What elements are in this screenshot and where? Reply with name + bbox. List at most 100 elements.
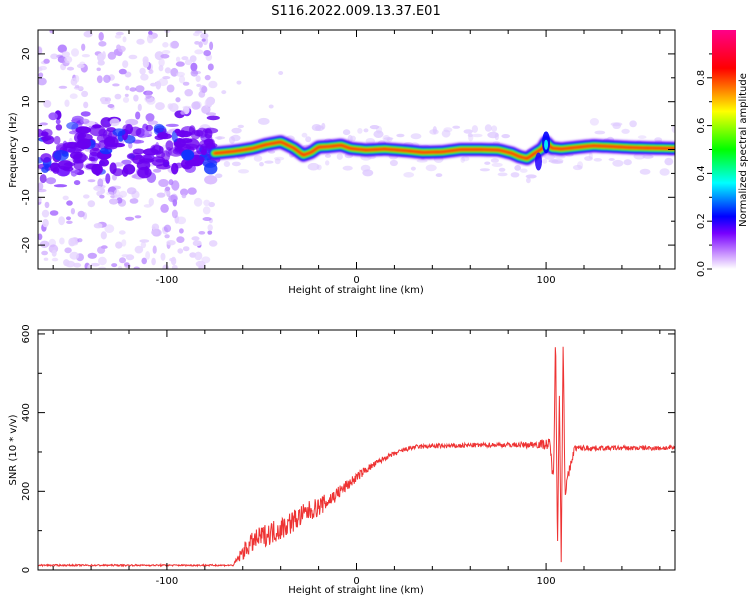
spectrogram-noise-blob — [642, 154, 654, 159]
spectrogram-noise-blob — [362, 169, 374, 177]
spectrogram-noise-blob — [207, 230, 213, 235]
spectrogram-noise-blob — [316, 164, 322, 171]
spectrogram-noise-blob — [142, 59, 149, 68]
spectrogram-noise-blob — [162, 159, 170, 168]
spectrogram-noise-blob — [347, 134, 353, 143]
spectrogram-noise-blob — [520, 168, 528, 173]
spectrogram-noise-blob — [194, 251, 203, 261]
spectrogram-noise-blob — [43, 58, 50, 64]
spectrogram-noise-blob — [126, 187, 137, 195]
spectrogram-noise-blob — [49, 210, 59, 216]
spectrogram-noise-blob — [97, 178, 104, 188]
spectrogram-noise-blob — [112, 83, 120, 87]
spectrogram-noise-blob — [158, 58, 165, 67]
spectrogram-noise-blob — [215, 173, 223, 179]
spectrogram-noise-blob — [41, 250, 48, 256]
spectrogram-noise-blob — [38, 197, 42, 203]
spectrogram-noise-blob — [589, 118, 600, 126]
spectrogram-noise-blob — [38, 233, 43, 241]
y-tick-label: 10 — [21, 95, 32, 108]
spectrogram-noise-blob — [231, 134, 241, 142]
spectrogram-noise-blob — [202, 206, 211, 215]
spectrogram-x-ticks: -100 0 100 — [52, 30, 661, 286]
spectrogram-noise-blob — [76, 63, 85, 69]
spectrogram-noise-blob — [369, 125, 380, 130]
spectrogram-noise-blob — [133, 94, 139, 102]
spectrogram-noise-blob — [118, 230, 126, 235]
spectrogram-noise-blob — [119, 257, 126, 264]
spectrogram-noise-blob — [490, 158, 499, 163]
spectrogram-noise-blob — [111, 263, 118, 268]
y-tick-label: 600 — [21, 324, 32, 343]
spectrogram-noise-blob — [200, 32, 209, 39]
spectrogram-noise-blob — [202, 217, 212, 221]
spectrogram-noise-blob — [193, 197, 203, 207]
spectrogram-noise-blob — [325, 154, 331, 158]
spectrogram-noise-blob — [59, 237, 65, 245]
spectrogram-noise-blob — [181, 149, 195, 161]
spectrogram-noise-blob — [629, 120, 637, 128]
spectrogram-noise-blob — [621, 128, 630, 134]
spectrogram-noise-blob — [201, 38, 206, 42]
spectrogram-noise-blob — [66, 200, 73, 206]
spectrogram-noise-blob — [187, 187, 197, 195]
spectrogram-noise-blob — [181, 56, 189, 61]
colorbar-tick-label: 0.6 — [696, 118, 707, 134]
spectrogram-noise-blob — [44, 201, 50, 209]
spectrogram-noise-blob — [134, 245, 144, 254]
spectrogram-noise-blob — [99, 158, 110, 167]
colorbar-tick-label: 0.2 — [696, 213, 707, 229]
spectrogram-noise-blob — [105, 173, 111, 184]
y-tick-label: 20 — [21, 48, 32, 61]
spectrogram-y-label: Frequency (Hz) — [8, 112, 19, 188]
spectrogram-noise-blob — [121, 254, 130, 258]
spectrogram-noise-blob — [53, 150, 69, 161]
spectrogram-noise-blob — [215, 136, 226, 140]
spectrogram-noise-blob — [124, 93, 129, 97]
spectrogram-noise-blob — [479, 168, 490, 172]
spectrogram-noise-blob — [143, 130, 153, 137]
spectrogram-noise-blob — [155, 151, 166, 159]
spectrogram-noise-blob — [167, 103, 174, 110]
spectrogram-noise-blob — [148, 69, 154, 74]
spectrogram-noise-blob — [48, 112, 58, 121]
spectrogram-noise-blob — [491, 162, 503, 167]
spectrogram-noise-blob — [39, 174, 47, 184]
spectrogram-noise-blob — [124, 262, 130, 267]
chart-title: S116.2022.009.13.37.E01 — [271, 4, 440, 19]
spectrogram-noise-blob — [510, 172, 520, 178]
spectrogram-noise-blob — [177, 248, 184, 254]
spectrogram-noise-blob — [115, 31, 124, 36]
spectrogram-noise-blob — [39, 65, 47, 71]
spectrogram-noise-blob — [128, 142, 133, 149]
spectrogram-noise-blob — [612, 159, 624, 167]
spectrogram-noise-blob — [129, 87, 137, 92]
spectrogram-noise-blob — [70, 208, 75, 215]
spectrogram-noise-blob — [63, 142, 77, 149]
spectrogram-noise-blob — [171, 264, 178, 269]
spectrogram-noise-blob — [135, 111, 141, 120]
spectrogram-noise-blob — [207, 63, 214, 71]
spectrogram-noise-blob — [179, 228, 184, 234]
spectrogram-noise-blob — [109, 118, 120, 127]
spectrogram-noise-blob — [121, 159, 132, 165]
spectrogram-noise-blob — [55, 118, 61, 125]
spectrogram-noise-blob — [121, 239, 127, 247]
spectrogram-noise-blob — [148, 30, 153, 36]
spectrogram-noise-blob — [208, 240, 218, 247]
spectrogram-noise-blob — [180, 110, 186, 115]
spectrogram-noise-blob — [168, 194, 178, 203]
spectrogram-noise-blob — [274, 158, 281, 165]
colorbar: 0.0 0.2 0.4 0.6 0.8 Normalized spectral ampl… — [696, 30, 749, 277]
spectrogram-noise-blob — [124, 71, 132, 78]
spectrogram-noise-blob — [425, 164, 437, 172]
spectrogram-noise-blob — [66, 122, 79, 130]
spectrogram-spike — [535, 152, 542, 171]
spectrogram-noise-blob — [73, 262, 82, 268]
spectrogram-noise-blob — [497, 172, 508, 177]
spectrogram-noise-blob — [140, 241, 147, 249]
spectrogram-noise-blob — [231, 161, 241, 167]
spectrogram-noise-blob — [389, 159, 398, 167]
y-tick-label: 0 — [21, 567, 32, 573]
